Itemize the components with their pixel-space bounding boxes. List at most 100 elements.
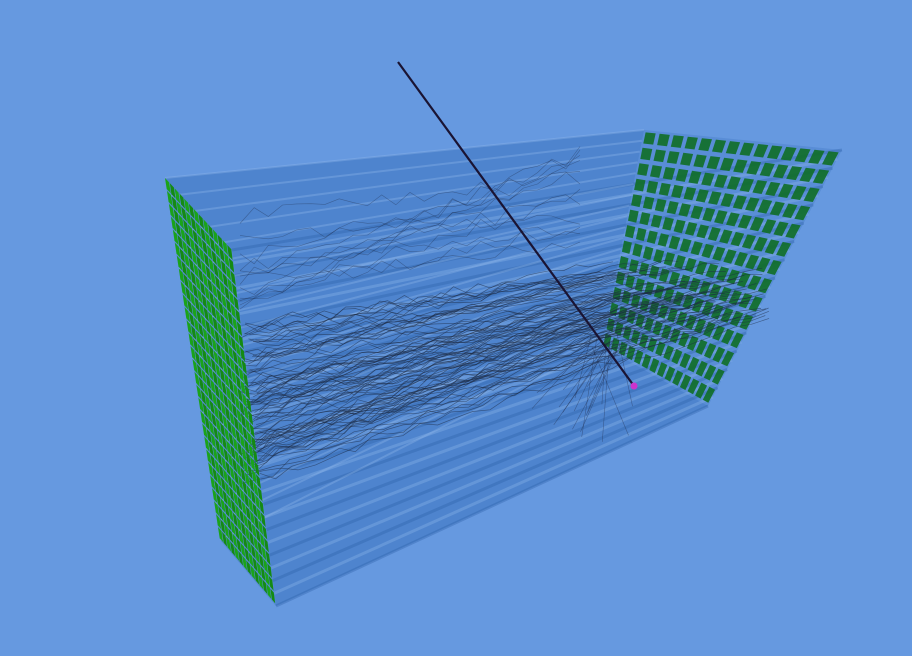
secondary-track — [601, 340, 607, 405]
near-cell — [257, 486, 263, 502]
near-cell — [228, 528, 234, 544]
near-cell — [208, 441, 214, 457]
near-cell — [238, 454, 244, 470]
near-cell — [232, 403, 238, 419]
near-cell — [181, 260, 187, 276]
layer-stripe — [164, 129, 645, 179]
near-cell — [224, 252, 230, 268]
near-cell — [184, 198, 190, 214]
near-cell — [179, 193, 185, 209]
far-cell — [663, 252, 675, 266]
near-cell — [224, 427, 230, 443]
near-cell — [238, 367, 244, 383]
near-cell — [195, 221, 202, 237]
far-cell — [773, 164, 789, 179]
secondary-track — [239, 230, 581, 271]
near-cell — [183, 273, 189, 289]
far-cell — [701, 172, 715, 186]
near-cell — [190, 270, 197, 286]
near-cell — [219, 280, 225, 296]
near-cell — [185, 286, 191, 302]
near-cell — [250, 564, 256, 580]
near-cell — [226, 419, 232, 435]
far-cell — [679, 374, 692, 391]
near-cell — [248, 443, 254, 459]
near-cell — [241, 446, 247, 462]
near-cell — [177, 234, 184, 251]
near-cell — [195, 275, 201, 291]
far-cell — [658, 182, 671, 196]
near-cell — [254, 548, 260, 564]
near-cell — [234, 395, 240, 411]
near-cell — [213, 262, 219, 278]
far-cell — [680, 152, 694, 166]
far-cell — [782, 203, 798, 219]
far-cell — [708, 191, 722, 205]
near-cell — [199, 301, 205, 317]
near-cell — [231, 478, 237, 494]
near-cell — [240, 346, 246, 362]
near-cell — [218, 334, 225, 350]
near-cell — [186, 265, 192, 281]
far-cell — [678, 332, 690, 348]
layer-stripe — [184, 204, 630, 306]
near-cell — [212, 488, 218, 504]
near-cell — [235, 308, 241, 324]
near-cell — [240, 521, 246, 537]
far-cell — [653, 149, 666, 163]
far-cell — [737, 214, 752, 229]
near-cell — [206, 298, 212, 314]
near-cell — [212, 316, 218, 332]
near-cell — [224, 372, 230, 388]
near-cell — [219, 422, 226, 438]
near-cell — [224, 502, 230, 518]
far-cell — [637, 163, 649, 176]
far-cell — [741, 234, 756, 249]
near-cell — [241, 359, 247, 375]
near-cell — [210, 357, 217, 374]
secondary-track — [239, 160, 581, 301]
far-cell — [639, 333, 649, 349]
near-cell — [187, 224, 194, 240]
secondary-track — [245, 262, 720, 328]
far-cell — [705, 263, 719, 279]
far-cell — [753, 236, 768, 252]
near-cell — [180, 227, 186, 243]
layer-stripe — [266, 349, 738, 532]
far-cell — [675, 168, 689, 182]
near-cell — [176, 255, 183, 271]
secondary-track — [253, 315, 635, 468]
near-cell — [197, 288, 203, 304]
far-cell — [719, 229, 733, 244]
far-cell — [687, 378, 700, 395]
far-cell — [695, 339, 708, 355]
near-cell — [270, 588, 276, 604]
secondary-track — [239, 146, 581, 295]
near-cell — [251, 435, 257, 451]
near-cell — [238, 550, 244, 566]
far-cell — [650, 165, 662, 178]
far-cell — [764, 239, 780, 255]
near-cell — [230, 270, 236, 286]
far-cell — [687, 356, 700, 373]
near-cell — [240, 413, 246, 429]
layer-stripe — [273, 395, 714, 595]
near-cell — [204, 415, 210, 431]
near-cell — [240, 379, 246, 395]
near-cell — [228, 257, 235, 273]
layer-stripe — [178, 183, 634, 270]
near-cell — [237, 354, 243, 370]
near-cell — [203, 252, 210, 268]
far-cell — [640, 147, 653, 161]
near-cell — [227, 277, 233, 294]
layer-stripe — [270, 377, 723, 570]
near-cell — [245, 451, 251, 467]
far-cell — [649, 358, 660, 373]
near-cell — [232, 316, 238, 332]
far-cell — [812, 169, 830, 184]
far-cell — [679, 353, 691, 369]
near-cell — [230, 541, 236, 557]
near-cell — [191, 325, 197, 341]
